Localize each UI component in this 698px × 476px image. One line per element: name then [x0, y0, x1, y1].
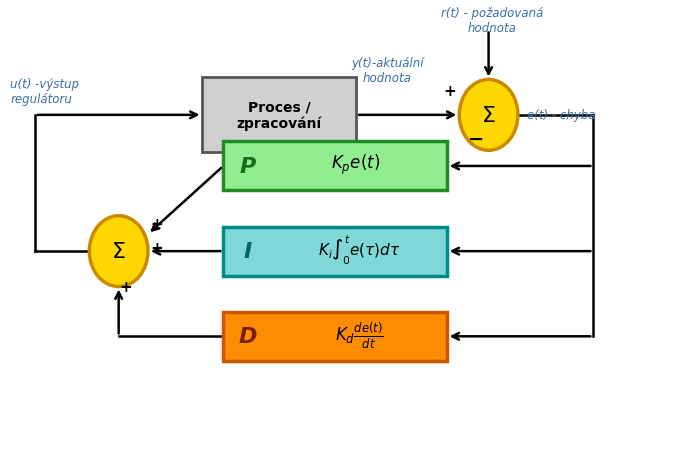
- Text: +: +: [151, 241, 163, 256]
- Text: I: I: [244, 242, 252, 262]
- Text: Proces /
zpracování: Proces / zpracování: [237, 100, 322, 131]
- Text: $K_d \frac{de(t)}{dt}$: $K_d \frac{de(t)}{dt}$: [335, 320, 384, 350]
- FancyBboxPatch shape: [223, 142, 447, 191]
- Text: e(t) - chyba: e(t) - chyba: [527, 109, 595, 122]
- Text: $K_i\int_{0}^{t} e(\tau)d\tau$: $K_i\int_{0}^{t} e(\tau)d\tau$: [318, 234, 401, 267]
- Text: +: +: [119, 279, 132, 295]
- Text: $K_p e(t)$: $K_p e(t)$: [332, 152, 380, 177]
- Text: P: P: [239, 157, 256, 177]
- Text: u(t) -výstup
regulátoru: u(t) -výstup regulátoru: [10, 78, 80, 106]
- FancyBboxPatch shape: [223, 227, 447, 276]
- FancyBboxPatch shape: [223, 312, 447, 361]
- Text: y(t)-aktuální
hodnota: y(t)-aktuální hodnota: [351, 57, 424, 85]
- Text: +: +: [444, 84, 456, 99]
- Text: $\Sigma$: $\Sigma$: [112, 242, 126, 262]
- Text: D: D: [239, 327, 257, 347]
- Ellipse shape: [89, 216, 148, 287]
- Text: +: +: [151, 217, 163, 232]
- Text: $\Sigma$: $\Sigma$: [482, 106, 496, 126]
- Text: −: −: [468, 130, 484, 149]
- FancyBboxPatch shape: [202, 78, 356, 153]
- Ellipse shape: [459, 80, 518, 151]
- Text: r(t) - požadovaná
hodnota: r(t) - požadovaná hodnota: [441, 7, 543, 35]
